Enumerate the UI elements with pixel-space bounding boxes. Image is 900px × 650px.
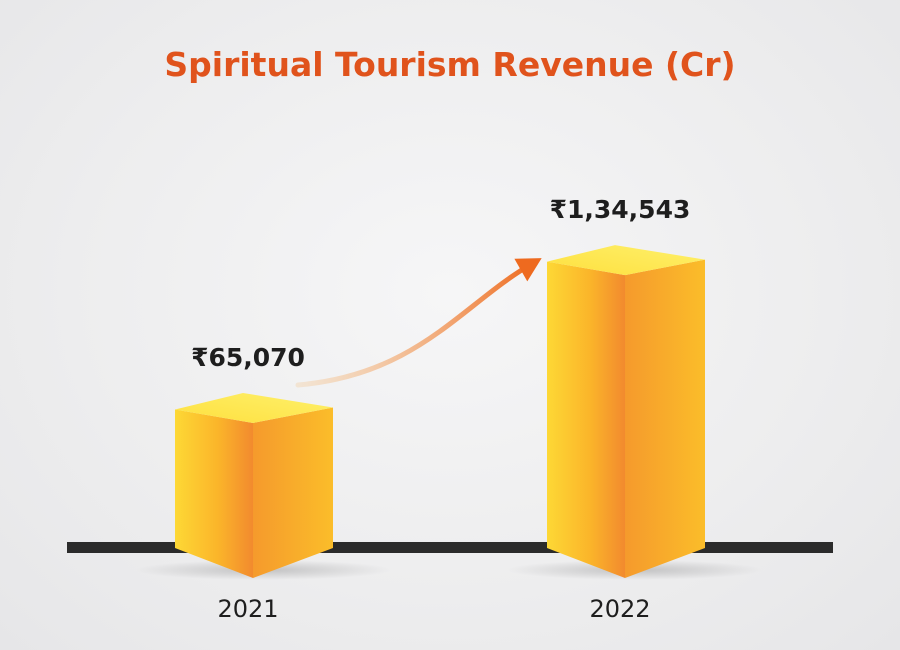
trend-arrow-head [514, 258, 542, 282]
bar-2022 [507, 245, 763, 580]
bars-layer [135, 245, 763, 580]
bar-front-face [547, 261, 625, 578]
chart-title: Spiritual Tourism Revenue (Cr) [164, 45, 735, 84]
x-tick-label: 2022 [589, 595, 650, 623]
bar-value-label: ₹65,070 [191, 343, 305, 372]
bar-2021 [135, 392, 391, 580]
bar-top-face [175, 392, 333, 423]
trend-arrow [295, 258, 542, 388]
bar-side-face [253, 407, 333, 578]
x-tick-label: 2021 [217, 595, 278, 623]
trend-arrow-line [295, 260, 536, 388]
labels-layer: ₹65,070 2021 ₹1,34,543 2022 [191, 195, 690, 623]
bar-value-label: ₹1,34,543 [550, 195, 691, 224]
x-axis-baseline [67, 542, 833, 553]
bar-side-face [625, 259, 705, 578]
bar-front-face [175, 409, 253, 578]
bar-top-face [547, 245, 705, 276]
